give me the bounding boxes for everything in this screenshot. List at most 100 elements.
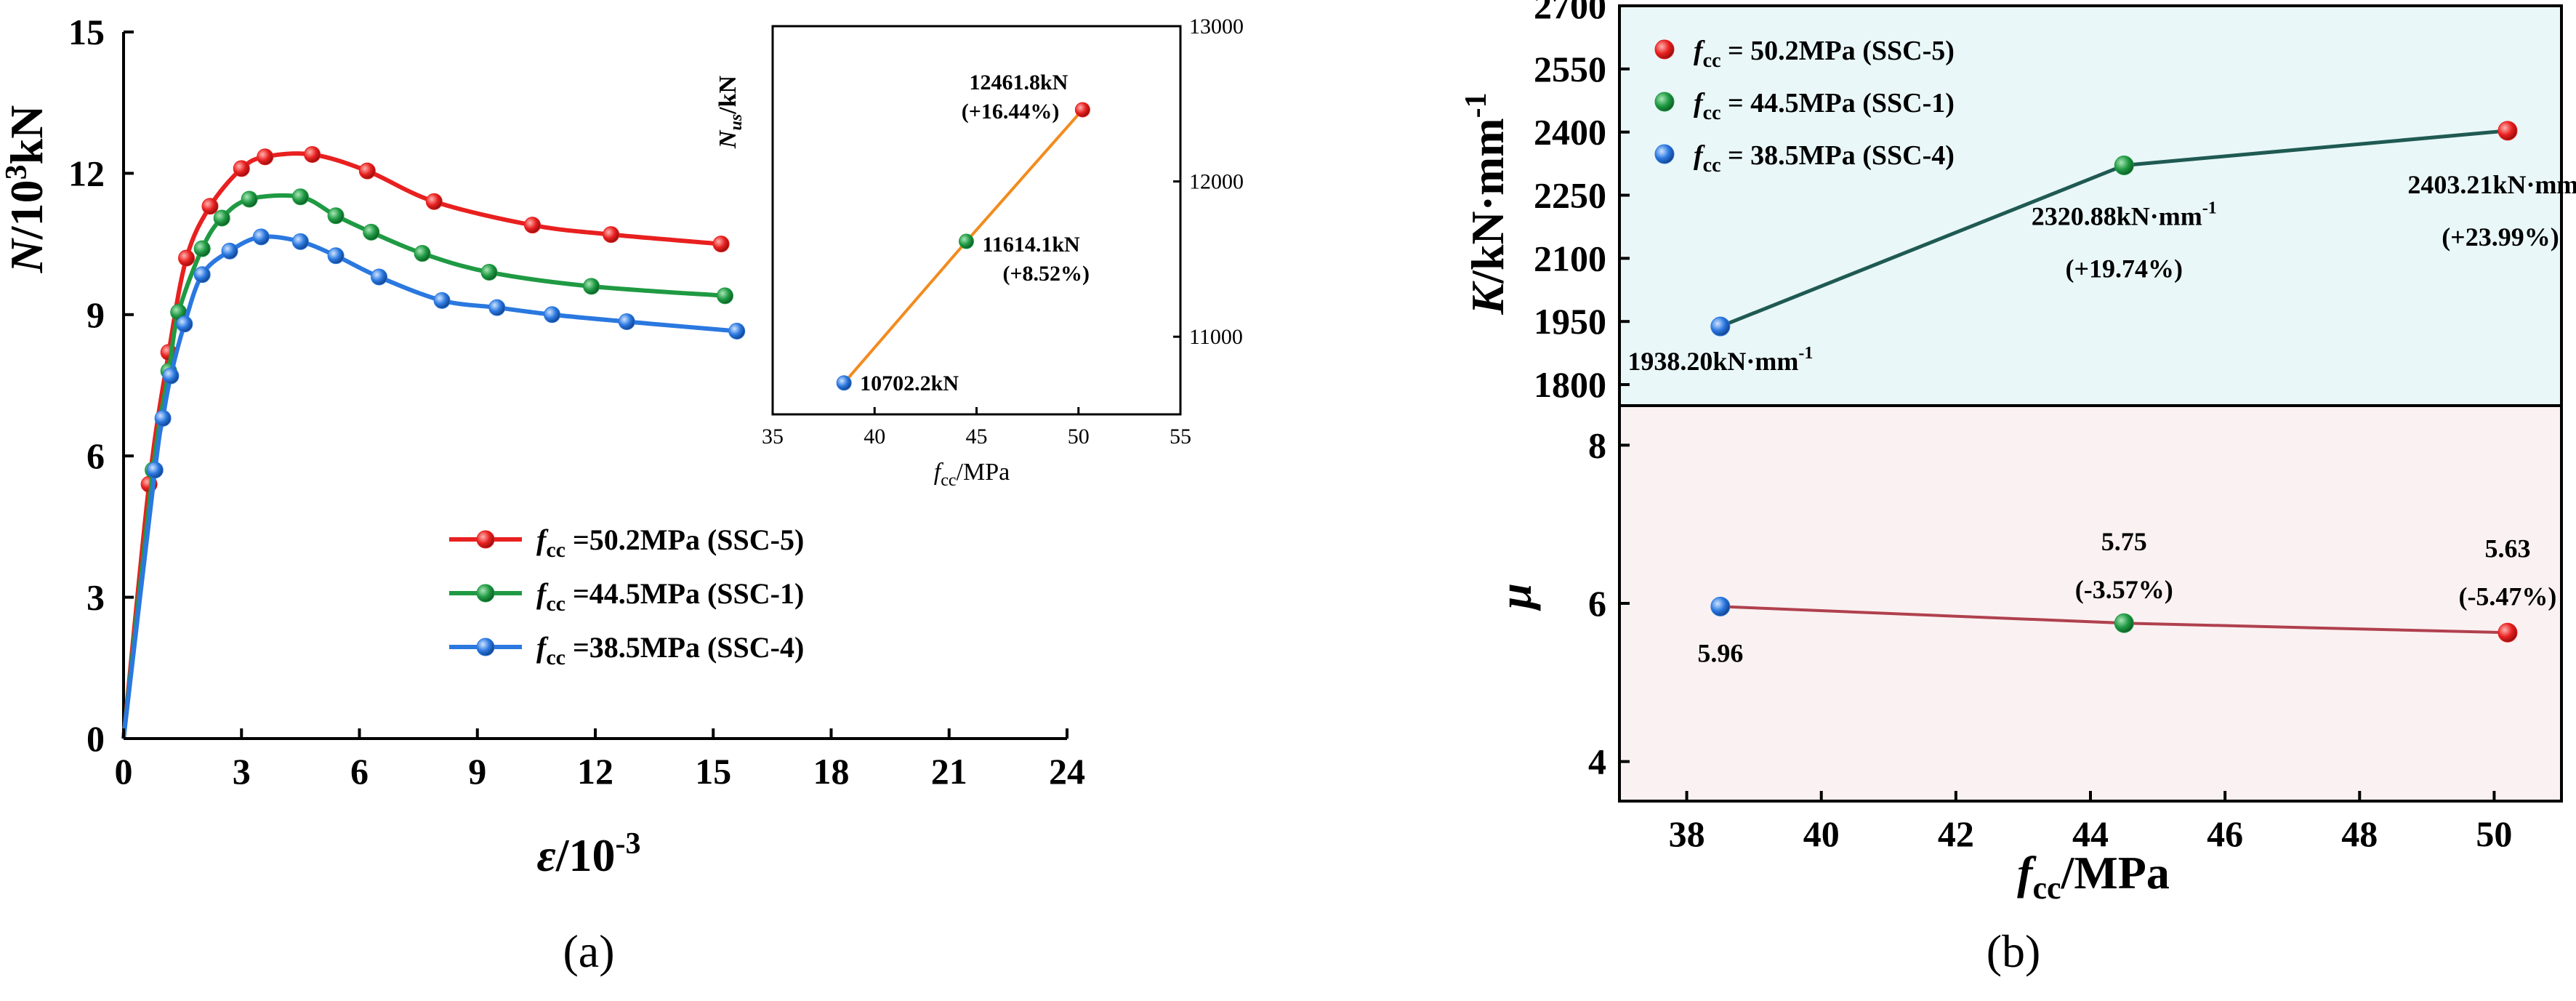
chart-a-series-2-point: [363, 223, 380, 241]
inset-x-axis-title: fcc/MPa: [934, 459, 1010, 490]
chart-a-plot-area: [121, 32, 1067, 740]
chart-b-x-tick-label: 48: [2341, 813, 2378, 854]
chart-a-y-ticks: 0 3 6 9 12 15: [68, 12, 134, 759]
chart-a-x-tick-label: 12: [577, 751, 613, 792]
chart-a-series-2-point: [480, 263, 498, 281]
chart-b-legend-label-1: fcc = 50.2MPa (SSC-5): [1694, 36, 1955, 72]
legend-subscript: cc: [546, 538, 565, 562]
label-text: 2320.88kN·mm: [2032, 201, 2202, 230]
chart-a-series-1-point: [425, 193, 443, 210]
inset-y-tick-label: 13000: [1189, 15, 1244, 39]
inset-y-tick-label: 11000: [1189, 325, 1243, 349]
chart-b-top-data-label: (+19.74%): [2066, 254, 2183, 283]
legend-symbol: f: [536, 523, 549, 556]
chart-a-strain-load: 0 3 6 9 12 15 18 21 24 0 3 6 9 12 15 N/103kN ε/10-3 f…: [0, 12, 1244, 977]
chart-a-series-1-point: [178, 249, 196, 267]
chart-a-series-3-point: [371, 268, 388, 286]
chart-b-bottom-point-2: [2114, 613, 2134, 633]
chart-a-series-2-point: [193, 240, 211, 257]
chart-a-y-tick-label: 15: [68, 12, 105, 52]
inset-data-label: 12461.8kN: [970, 71, 1068, 95]
legend-symbol: f: [1694, 140, 1705, 171]
chart-b-top-data-label: 2320.88kN·mm-1: [2032, 198, 2217, 230]
chart-a-x-tick-label: 24: [1049, 751, 1085, 792]
chart-b-legend-marker-3: [1654, 144, 1675, 164]
chart-a-series-3-point: [728, 322, 746, 339]
chart-a-series-3-point: [618, 313, 635, 331]
inset-data-label: 10702.2kN: [860, 371, 959, 395]
chart-a-panel-label: (a): [563, 925, 614, 977]
chart-a-x-tick-label: 15: [695, 751, 731, 792]
chart-b-top-y-tick-label: 2700: [1534, 0, 1606, 26]
chart-a-x-tick-label: 6: [350, 751, 369, 792]
chart-a-inset: 35 40 45 50 55 11000 12000 13000 10702.2kN 11614.…: [762, 15, 1244, 449]
legend-symbol: f: [1694, 36, 1705, 66]
chart-b-x-tick-label: 42: [1938, 813, 1974, 854]
chart-a-series-1-point: [603, 226, 620, 244]
chart-a-series-1-point: [358, 162, 376, 180]
chart-a-legend-label-2: fcc =44.5MPa (SSC-1): [536, 577, 804, 616]
chart-a-legend-label-1: fcc =50.2MPa (SSC-5): [536, 523, 804, 562]
chart-b-top-point-3: [2497, 121, 2518, 141]
inset-point-1: [836, 375, 852, 391]
chart-a-series-2-point: [241, 190, 258, 208]
chart-a-series-1-point: [201, 198, 219, 215]
chart-b-bottom-data-label: (-3.57%): [2075, 575, 2173, 604]
chart-b-bottom-y-tick-label: 8: [1588, 425, 1606, 465]
chart-b-x-tick-label: 44: [2072, 813, 2109, 854]
chart-a-series-3-point: [193, 266, 211, 284]
label-superscript: -1: [2202, 198, 2217, 217]
chart-b-top-data-label: 2403.21kN·mm-1: [2407, 167, 2576, 199]
chart-b-legend: fcc = 50.2MPa (SSC-5) fcc = 44.5MPa (SSC-…: [1654, 36, 1955, 177]
chart-b-top-point-2: [2114, 155, 2134, 175]
chart-a-series-3-point: [327, 247, 345, 265]
chart-b-fcc-stiffness-ductility: 1938.20kN·mm-12320.88kN·mm-1(+19.74%)240…: [1460, 0, 2576, 977]
legend-text: =44.5MPa (SSC-1): [565, 577, 804, 610]
chart-b-top-data-label: 1938.20kN·mm-1: [1627, 344, 1813, 376]
chart-b-ticks: 38 40 42 44 46 48 5018001950210022502400255027…: [1534, 0, 2512, 854]
chart-a-series-3-point: [221, 242, 238, 260]
legend-symbol: f: [1694, 88, 1705, 118]
inset-x-tick-label: 45: [966, 425, 988, 449]
chart-b-bottom-point-3: [2497, 622, 2518, 643]
legend-subscript: cc: [1703, 154, 1721, 177]
chart-a-x-ticks: 0 3 6 9 12 15 18 21 24: [115, 728, 1085, 792]
chart-b-top-background: [1619, 6, 2561, 406]
chart-b-x-tick-label: 40: [1803, 813, 1840, 854]
inset-y-axis-title: Nus/kN: [715, 75, 746, 149]
chart-b-bottom-data-label: 5.63: [2484, 534, 2530, 563]
label-text: (+19.74%): [2066, 254, 2183, 283]
chart-a-series-3-point: [433, 292, 451, 309]
chart-a-y-axis-title: N/103kN: [0, 105, 52, 274]
chart-a-series-3-point: [162, 367, 180, 385]
chart-b-bottom-y-axis-title: μ: [1489, 583, 1541, 611]
chart-a-x-tick-label: 18: [813, 751, 850, 792]
chart-a-x-axis-title: ε/10-3: [536, 827, 640, 881]
inset-x-tick-label: 35: [762, 425, 784, 449]
inset-point-3: [1074, 102, 1090, 118]
chart-a-legend-marker-1: [476, 530, 495, 549]
label-text: 1938.20kN·mm: [1627, 347, 1798, 376]
chart-a-series-3-point: [176, 315, 193, 333]
chart-a-series-3-point: [146, 462, 164, 479]
chart-b-legend-label-2: fcc = 44.5MPa (SSC-1): [1694, 88, 1955, 124]
chart-a-y-tick-label: 0: [86, 718, 105, 759]
chart-b-top-y-tick-label: 1950: [1534, 301, 1606, 342]
legend-text: =38.5MPa (SSC-4): [565, 631, 804, 664]
chart-a-series-3-point: [488, 299, 506, 316]
chart-a-x-tick-label: 0: [115, 751, 133, 792]
inset-data-label: (+8.52%): [1002, 262, 1090, 286]
chart-a-series-2-point: [291, 188, 309, 206]
chart-b-bottom-data-label: 5.96: [1697, 638, 1743, 667]
chart-a-series-1-point: [712, 236, 730, 253]
chart-a-series-2-point: [213, 209, 230, 227]
chart-a-x-tick-label: 21: [931, 751, 967, 792]
legend-subscript: cc: [546, 592, 565, 616]
chart-a-legend-marker-3: [476, 638, 495, 656]
chart-b-bottom-y-tick-label: 6: [1588, 583, 1606, 624]
chart-b-top-point-1: [1710, 316, 1731, 337]
chart-b-x-tick-label: 38: [1669, 813, 1705, 854]
label-text: (+23.99%): [2442, 222, 2559, 252]
chart-b-top-y-tick-label: 2400: [1534, 112, 1606, 153]
